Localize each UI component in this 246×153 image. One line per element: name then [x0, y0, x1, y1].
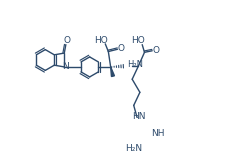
Text: H₂N: H₂N [127, 60, 143, 69]
Text: HO: HO [131, 36, 145, 45]
Polygon shape [111, 67, 114, 76]
Text: H₂N: H₂N [125, 144, 142, 153]
Text: O: O [152, 45, 159, 54]
Text: O: O [63, 36, 70, 45]
Text: HN: HN [132, 112, 146, 121]
Text: HO: HO [94, 35, 108, 45]
Text: N: N [62, 62, 68, 71]
Text: O: O [118, 44, 124, 53]
Text: NH: NH [151, 129, 164, 138]
